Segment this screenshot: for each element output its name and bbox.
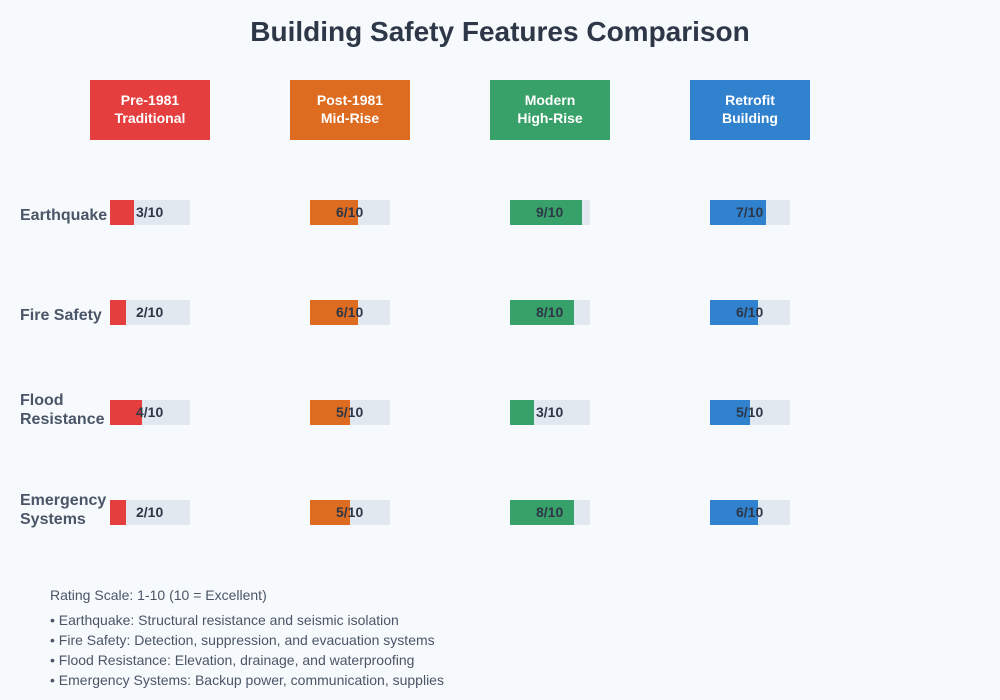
column-header: Retrofit Building	[690, 80, 810, 140]
row-label: Emergency Systems	[20, 492, 106, 528]
rating-value-label: 2/10	[136, 304, 163, 320]
rating-scale-note: Rating Scale: 1-10 (10 = Excellent)	[50, 587, 267, 603]
rating-bar-fill	[510, 500, 574, 525]
rating-value-label: 2/10	[136, 504, 163, 520]
rating-value-label: 6/10	[336, 304, 363, 320]
legend-note: • Earthquake: Structural resistance and …	[50, 612, 399, 628]
rating-bar: 6/10	[710, 300, 790, 325]
rating-bar: 6/10	[310, 200, 390, 225]
rating-value-label: 4/10	[136, 404, 163, 420]
rating-value-label: 5/10	[336, 504, 363, 520]
column-header-line1: Pre-1981	[121, 92, 180, 108]
column-header-line2: High-Rise	[517, 110, 583, 126]
rating-bar-fill	[710, 200, 766, 225]
rating-bar: 5/10	[310, 400, 390, 425]
rating-bar-fill	[110, 200, 134, 225]
row-label: Earthquake	[20, 207, 107, 224]
rating-bar: 6/10	[710, 500, 790, 525]
rating-bar-fill	[110, 300, 126, 325]
rating-bar: 5/10	[710, 400, 790, 425]
column-header: Pre-1981 Traditional	[90, 80, 210, 140]
column-header-line1: Post-1981	[317, 92, 383, 108]
column-header-box	[90, 80, 210, 140]
rating-bar-fill	[110, 500, 126, 525]
rating-value-label: 7/10	[736, 204, 763, 220]
page-title: Building Safety Features Comparison	[250, 16, 749, 47]
rating-value-label: 6/10	[736, 304, 763, 320]
rating-value-label: 3/10	[536, 404, 563, 420]
rating-bar-fill	[510, 300, 574, 325]
row-label: Flood Resistance	[20, 392, 105, 428]
rating-bar-fill	[310, 400, 350, 425]
rating-bar-fill	[310, 300, 358, 325]
rating-bar-fill	[510, 400, 534, 425]
rating-value-label: 3/10	[136, 204, 163, 220]
rating-value-label: 6/10	[336, 204, 363, 220]
rating-bar-fill	[710, 300, 758, 325]
rating-bar-fill	[710, 500, 758, 525]
rating-bar: 3/10	[110, 200, 190, 225]
column-header: Post-1981 Mid-Rise	[290, 80, 410, 140]
column-header-box	[490, 80, 610, 140]
rating-value-label: 5/10	[736, 404, 763, 420]
column-header-line2: Mid-Rise	[321, 110, 380, 126]
column-header-box	[290, 80, 410, 140]
rating-bar-fill	[510, 200, 582, 225]
legend-note: • Flood Resistance: Elevation, drainage,…	[50, 652, 414, 668]
column-header-line1: Retrofit	[725, 92, 775, 108]
rating-value-label: 8/10	[536, 504, 563, 520]
rating-bar: 4/10	[110, 400, 190, 425]
column-header: Modern High-Rise	[490, 80, 610, 140]
rating-value-label: 9/10	[536, 204, 563, 220]
rating-bar: 6/10	[310, 300, 390, 325]
rating-bar: 2/10	[110, 500, 190, 525]
column-header-line2: Traditional	[115, 110, 186, 126]
rating-bar: 2/10	[110, 300, 190, 325]
rating-bar: 3/10	[510, 400, 590, 425]
rating-bar: 7/10	[710, 200, 790, 225]
legend-note: • Emergency Systems: Backup power, commu…	[50, 672, 444, 688]
column-header-box	[690, 80, 810, 140]
rating-bar: 8/10	[510, 300, 590, 325]
legend-note: • Fire Safety: Detection, suppression, a…	[50, 632, 435, 648]
rating-bar-fill	[310, 500, 350, 525]
rating-bar-fill	[110, 400, 142, 425]
rating-value-label: 8/10	[536, 304, 563, 320]
rating-bar: 9/10	[510, 200, 590, 225]
column-header-line2: Building	[722, 110, 778, 126]
rating-bar-fill	[710, 400, 750, 425]
rating-bar-fill	[310, 200, 358, 225]
row-label: Fire Safety	[20, 307, 102, 324]
rating-value-label: 5/10	[336, 404, 363, 420]
rating-value-label: 6/10	[736, 504, 763, 520]
rating-bar: 5/10	[310, 500, 390, 525]
rating-bar: 8/10	[510, 500, 590, 525]
column-header-line1: Modern	[525, 92, 576, 108]
